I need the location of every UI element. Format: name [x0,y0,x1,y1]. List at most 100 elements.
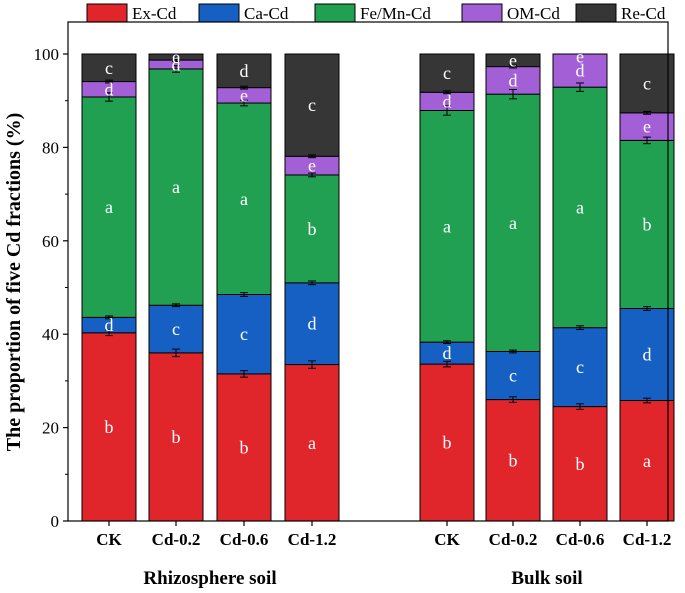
bar-stack-3: b c a ed [216,53,272,522]
bar-ex-cd-2 [148,352,204,522]
bar-ex-cd-5 [419,363,475,522]
bar-ca-cd-6 [485,350,541,401]
bar-re-cd-5 [419,53,475,93]
significance-letter-ca-cd-2: c [172,319,180,339]
significance-letter-ca-cd-4: d [308,314,317,334]
x-tick-label-2: Cd-0.2 [152,530,201,549]
significance-letter-fe-mn-cd-8: b [643,214,652,234]
bar-re-cd-8 [619,53,675,114]
error-bar-ex-cd-6 [509,396,517,403]
y-tick-label-60: 60 [42,232,59,251]
error-bar-om-cd-5 [443,90,451,95]
bar-ex-cd-7 [552,406,608,522]
significance-letter-om-cd-8: e [643,117,651,137]
bar-ca-cd-8 [619,308,675,402]
significance-letter-fe-mn-cd-4: b [308,219,317,239]
significance-letter-om-cd-4: e [308,156,316,176]
significance-letter-fe-mn-cd-3: a [240,189,248,209]
error-bar-fe-mn-cd-1 [105,92,113,102]
significance-letter-ca-cd-7: c [576,357,584,377]
error-bar-ex-cd-1 [105,329,113,337]
error-bar-ex-cd-8 [643,397,651,404]
error-bar-fe-mn-cd-2 [172,65,180,73]
bar-stack-4: a d b e c [284,53,340,522]
significance-letter-re-cd-1: c [105,58,113,78]
significance-letter-ex-cd-7: b [576,454,585,474]
error-bar-ex-cd-7 [576,403,584,410]
error-bar-ca-cd-4 [308,280,316,286]
error-bar-om-cd-6 [509,64,517,69]
legend-label-ex-cd: Ex-Cd [132,4,177,23]
error-bar-ca-cd-5 [443,340,451,345]
significance-letter-re-cd-3: d [240,61,249,81]
group-label-bulk-soil: Bulk soil [511,568,582,589]
bar-ex-cd-6 [485,399,541,522]
x-tick-label-7: Cd-0.6 [556,530,605,549]
legend-swatch-fe-mn-cd [314,3,356,23]
legend-item-ca-cd: Ca-Cd [198,3,289,23]
x-tick-label-3: Cd-0.6 [220,530,269,549]
y-tick-label-20: 20 [42,419,59,438]
significance-letter-om-cd-3: e [240,85,248,105]
error-bar-ca-cd-2 [172,303,180,308]
significance-letter-ex-cd-5: b [443,433,452,453]
y-tick-label-40: 40 [42,325,59,344]
error-bar-om-cd-1 [105,79,113,84]
significance-letter-re-cd-2: e [172,47,180,67]
significance-letter-fe-mn-cd-5: a [443,216,451,236]
significance-letter-ex-cd-2: b [172,427,181,447]
x-tick-label-8: Cd-1.2 [623,530,672,549]
significance-letter-re-cd-6: e [509,50,517,70]
y-tick-label-0: 0 [51,512,60,531]
error-bar-ca-cd-8 [643,306,651,311]
error-bar-fe-mn-cd-3 [240,99,248,107]
x-tick-label-4: Cd-1.2 [288,530,337,549]
significance-letter-om-cd-6: d [509,70,518,90]
significance-letter-om-cd-2: d [172,55,181,75]
bar-stack-7: b c a de [552,46,608,522]
significance-letter-om-cd-1: d [105,79,114,99]
y-axis-label: The proportion of five Cd fractions (%) [3,113,25,452]
error-bar-ca-cd-3 [240,292,248,297]
significance-letter-fe-mn-cd-2: a [172,177,180,197]
significance-letter-re-cd-7: e [576,46,584,66]
legend-label-fe-mn-cd: Fe/Mn-Cd [360,4,431,23]
error-bar-fe-mn-cd-4 [308,172,316,178]
significance-letter-ex-cd-4: a [308,433,316,453]
y-tick-label-100: 100 [34,45,60,64]
significance-letter-ca-cd-5: d [443,343,452,363]
error-bar-om-cd-2 [172,58,180,62]
significance-letter-om-cd-7: d [576,61,585,81]
error-bar-fe-mn-cd-6 [509,88,517,100]
bar-re-cd-1 [81,53,137,83]
bar-om-cd-8 [619,112,675,141]
legend-item-re-cd: Re-Cd [575,3,666,23]
bar-ex-cd-1 [81,332,137,522]
significance-letter-ca-cd-6: c [509,366,517,386]
x-tick-label-1: CK [96,530,122,549]
bar-fe-mn-cd-3 [216,102,272,296]
significance-letter-ex-cd-1: b [105,417,114,437]
legend: Ex-Cd Ca-Cd Fe/Mn-Cd OM-Cd Re-Cd [86,3,666,23]
plot-frame [67,21,669,522]
bar-ca-cd-2 [148,304,204,354]
error-bar-om-cd-3 [240,85,248,90]
bar-stack-6: b c a de [485,50,541,522]
significance-letter-ex-cd-8: a [643,451,651,471]
legend-swatch-ex-cd [86,3,128,23]
bar-stack-8: a d b e c [619,53,675,522]
error-bar-fe-mn-cd-8 [643,136,651,145]
x-tick-label-6: Cd-0.2 [489,530,538,549]
bar-stack-2: b c a de [148,47,204,522]
error-bar-om-cd-4 [308,154,316,159]
bar-re-cd-4 [284,53,340,157]
bar-fe-mn-cd-2 [148,68,204,306]
legend-swatch-om-cd [461,3,503,23]
significance-letter-fe-mn-cd-1: a [105,197,113,217]
y-tick-label-80: 80 [42,138,59,157]
error-bar-om-cd-8 [643,110,651,115]
bar-ex-cd-3 [216,373,272,522]
significance-letter-om-cd-5: d [443,91,452,111]
